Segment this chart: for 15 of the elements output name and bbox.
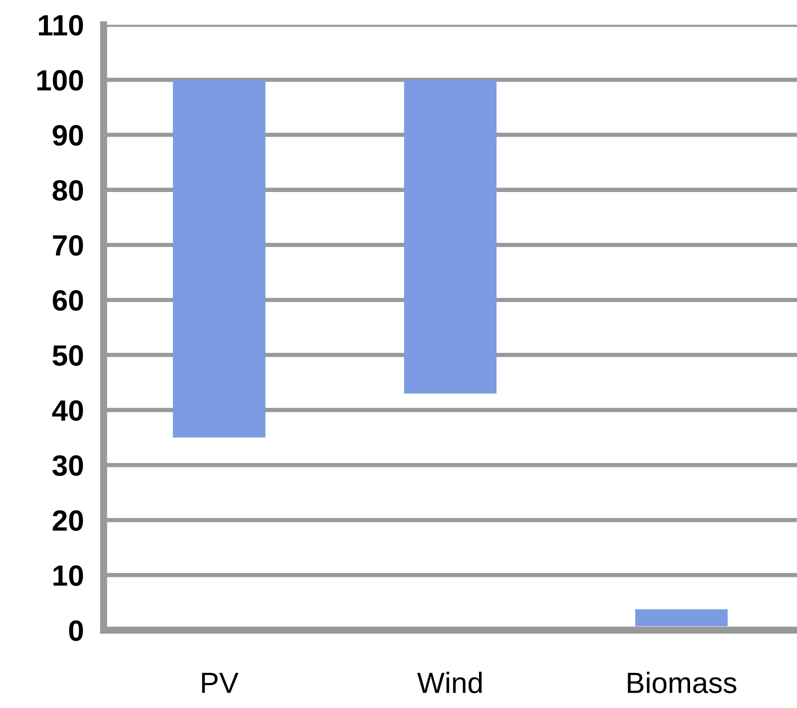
y-tick-label: 110 — [38, 14, 83, 36]
x-tick-label: PV — [202, 672, 238, 693]
y-tick-label: 60 — [52, 290, 83, 311]
y-tick-label: 40 — [52, 400, 83, 421]
y-tick-label: 10 — [54, 565, 83, 586]
y-tick-label: 20 — [52, 510, 83, 531]
y-tick-label: 90 — [52, 125, 83, 146]
y-tick-label: 30 — [52, 455, 83, 476]
x-tick-label: Biomass — [628, 672, 736, 694]
y-tick-label: 50 — [52, 345, 83, 366]
y-tick-label: 100 — [37, 70, 83, 91]
x-tick-label: Wind — [417, 672, 482, 694]
y-tick-label: 0 — [69, 620, 83, 641]
y-tick-label: 70 — [52, 235, 83, 256]
y-tick-label: 80 — [52, 180, 83, 201]
